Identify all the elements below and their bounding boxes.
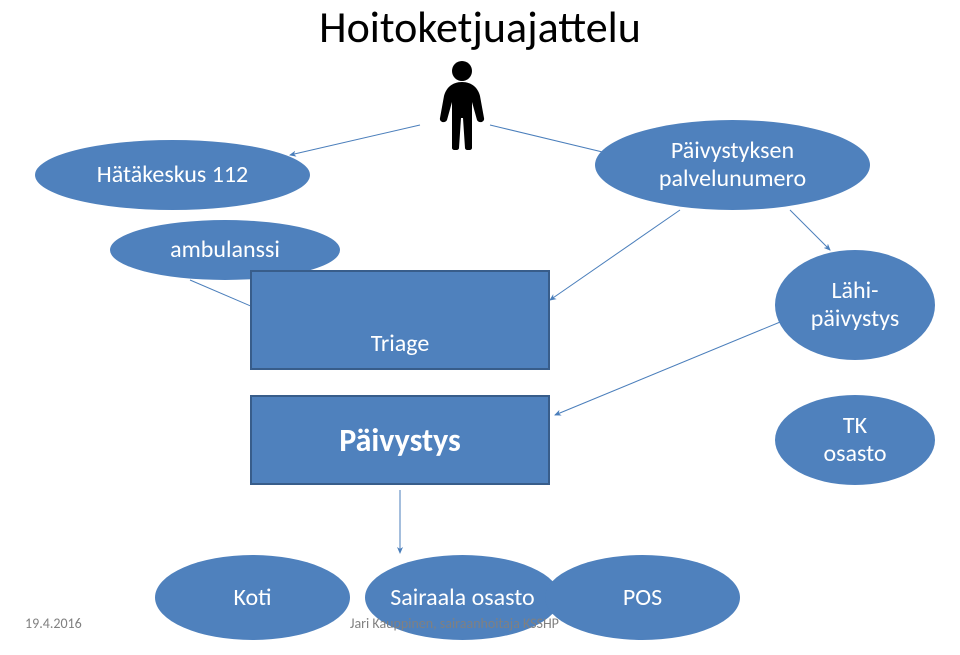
node-lahipaivystys: Lähi- päivystys [775, 250, 935, 360]
node-label: Triage [371, 329, 430, 358]
node-label: Sairaala osasto [390, 584, 534, 612]
footer-date: 19.4.2016 [25, 615, 82, 632]
person-icon [432, 60, 492, 150]
footer-author-text: Jari Kauppinen, sairaanhoitaja KSSHP [350, 615, 559, 632]
node-pos: POS [545, 555, 740, 640]
node-tk-osasto: TK osasto [775, 395, 935, 485]
footer-date-text: 19.4.2016 [25, 615, 82, 632]
footer-author: Jari Kauppinen, sairaanhoitaja KSSHP [350, 615, 559, 632]
node-label: ambulanssi [170, 236, 280, 264]
node-paivystyksen-palvelunumero: Päivystyksen palvelunumero [595, 120, 870, 210]
node-label: POS [623, 584, 662, 612]
node-label: Hätäkeskus 112 [97, 161, 248, 189]
node-label: Lähi- päivystys [811, 277, 899, 332]
node-label: Päivystys [339, 421, 461, 460]
title-text: Hoitoketjuajattelu [319, 0, 641, 54]
node-koti: Koti [155, 555, 350, 640]
node-triage: Triage [250, 270, 550, 370]
node-label: Päivystyksen palvelunumero [613, 137, 852, 192]
diagram-stage: Hoitoketjuajattelu Hätäkeskus 112 Päivy [0, 0, 960, 655]
node-paivystys: Päivystys [250, 395, 550, 485]
node-label: TK osasto [823, 412, 886, 467]
node-hatakeskus: Hätäkeskus 112 [35, 140, 310, 210]
node-label: Koti [233, 584, 271, 612]
diagram-title: Hoitoketjuajattelu [190, 0, 770, 54]
